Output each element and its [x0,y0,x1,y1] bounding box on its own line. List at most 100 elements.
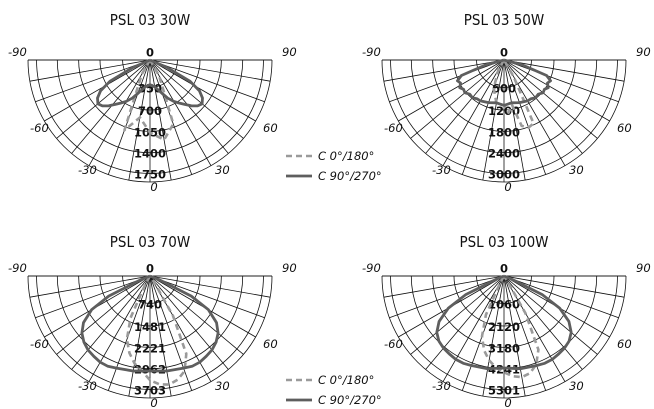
ring-label: 740 [138,297,162,311]
grid-spoke [503,59,566,166]
series-curve-c90-270 [80,274,220,373]
grid-spoke [503,275,526,397]
legend-item: C 90°/270° [286,169,382,183]
grid-spoke [503,275,625,298]
angle-label: 90 [636,45,651,59]
grid-spoke [503,59,625,82]
series-curve-c0-180 [125,275,188,386]
ring-label: 3000 [488,167,520,181]
grid-spoke [56,275,151,355]
legend-item: C 90°/270° [286,393,382,407]
ring-label: 4241 [488,363,520,377]
grid-spoke [44,59,151,122]
grid-spoke [442,275,505,382]
grid-spoke [149,275,193,391]
angle-label: -30 [432,379,451,393]
angle-label: 0 [150,396,157,409]
grid-spoke [35,275,151,319]
ring-label: 1400 [134,147,166,161]
angle-label: -30 [432,163,451,177]
angle-label: 30 [215,379,230,393]
series-curve-c90-270 [456,58,552,107]
grid-spoke [149,59,172,181]
charts-layer: PSL 03 30W-90-60-30 306090003507001050140… [8,11,651,409]
grid-spoke [128,275,151,397]
chart-title: PSL 03 50W [464,11,544,29]
ring-label: 700 [138,104,162,118]
angle-label: 60 [263,121,278,135]
grid-spoke [149,275,271,298]
angle-label: -30 [78,163,97,177]
grid-spoke [149,275,229,370]
grid-spoke [425,275,505,370]
ring-label: 3180 [488,341,520,355]
series-curve-c90-270 [96,58,204,108]
grid-spoke [149,59,271,82]
angle-label: -60 [384,337,403,351]
angle-label: -90 [8,45,27,59]
ring-label: 1750 [134,167,166,181]
grid-spoke [383,59,505,82]
grid-spoke [389,275,505,319]
ring-label: 2221 [134,341,166,355]
angle-label: -60 [384,121,403,135]
angle-label: 90 [282,261,297,275]
angle-label: 0 [504,396,511,409]
grid-spoke [56,59,151,139]
angle-label: 0 [150,180,157,194]
legend: C 0°/180° C 90°/270° [286,149,382,183]
grid-spoke [503,59,610,122]
legend-item: C 0°/180° [286,149,374,163]
angle-label: 30 [215,163,230,177]
legend-label: C 90°/270° [318,393,382,407]
ring-label: 0 [500,261,508,275]
grid-spoke [503,275,619,319]
ring-label: 600 [492,81,516,95]
grid-spoke [149,275,172,397]
grid-spoke [503,275,598,355]
angle-label: -90 [8,261,27,275]
ring-label: 5301 [488,383,520,397]
grid-spoke [383,275,505,298]
legend: C 0°/180° C 90°/270° [286,373,382,407]
grid-spoke [410,59,505,139]
legend-label: C 0°/180° [318,373,374,387]
angle-label: 60 [617,121,632,135]
ring-label: 2400 [488,147,520,161]
angle-label: -90 [362,261,381,275]
series-curve-c0-180 [123,59,175,142]
grid-spoke [29,59,151,82]
series-curve-c90-270 [435,274,573,371]
ring-label: 0 [146,45,154,59]
ring-label: 1481 [134,320,166,334]
grid-spoke [149,275,265,319]
chart-title: PSL 03 70W [110,233,190,251]
chart-title: PSL 03 100W [459,233,548,251]
legend-label: C 0°/180° [318,149,374,163]
angle-label: 60 [263,337,278,351]
polar-chart-1: PSL 03 30W-90-60-30 306090003507001050140… [8,11,297,194]
angle-label: 0 [504,180,511,194]
ring-label: 3703 [134,383,166,397]
grid-spoke [71,275,151,370]
angle-label: 90 [282,45,297,59]
angle-label: 30 [569,163,584,177]
angle-label: 30 [569,379,584,393]
grid-spoke [149,275,244,355]
legend-item: C 0°/180° [286,373,374,387]
grid-spoke [503,59,598,139]
ring-label: 0 [146,261,154,275]
ring-label: 350 [138,81,162,95]
grid-spoke [503,59,583,154]
grid-spoke [149,59,244,139]
polar-chart-4: PSL 03 100W -90 -60 -30 30 60 90 0 0 1060 2120 3180… [362,233,651,409]
angle-label: -60 [30,121,49,135]
angle-label: 60 [617,337,632,351]
grid-spoke [503,59,547,175]
grid-spoke [503,275,547,391]
grid-spoke [149,59,256,122]
grid-spoke [503,59,619,103]
grid-spoke [35,59,151,103]
grid-spoke [29,275,151,298]
ring-label: 2120 [488,320,520,334]
